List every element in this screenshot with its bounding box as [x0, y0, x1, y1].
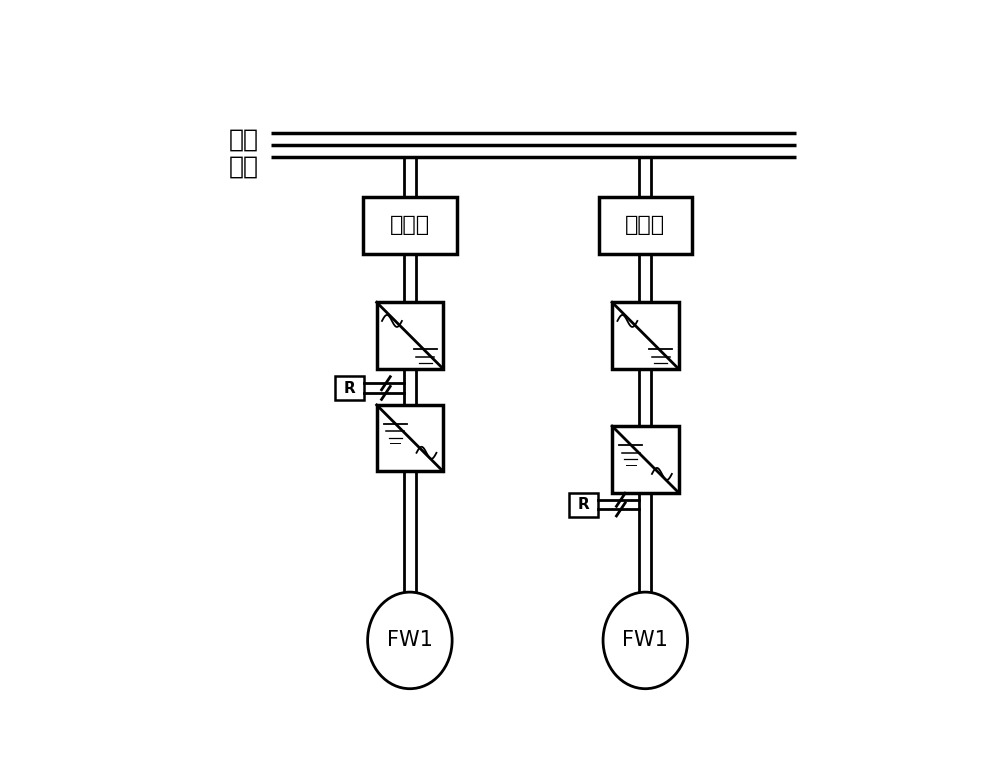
Text: 开关柜: 开关柜 [625, 216, 665, 235]
FancyBboxPatch shape [363, 197, 457, 254]
Text: FW1: FW1 [387, 630, 433, 651]
FancyBboxPatch shape [377, 303, 443, 368]
Text: R: R [344, 380, 355, 396]
FancyBboxPatch shape [335, 376, 364, 400]
Ellipse shape [603, 592, 688, 688]
Text: 开关柜: 开关柜 [390, 216, 430, 235]
Text: R: R [578, 497, 590, 512]
FancyBboxPatch shape [599, 197, 692, 254]
FancyBboxPatch shape [612, 303, 679, 368]
Text: FW1: FW1 [622, 630, 668, 651]
Ellipse shape [368, 592, 452, 688]
FancyBboxPatch shape [612, 426, 679, 492]
FancyBboxPatch shape [569, 492, 598, 517]
FancyBboxPatch shape [377, 405, 443, 471]
Text: 交流
电网: 交流 电网 [229, 127, 259, 179]
